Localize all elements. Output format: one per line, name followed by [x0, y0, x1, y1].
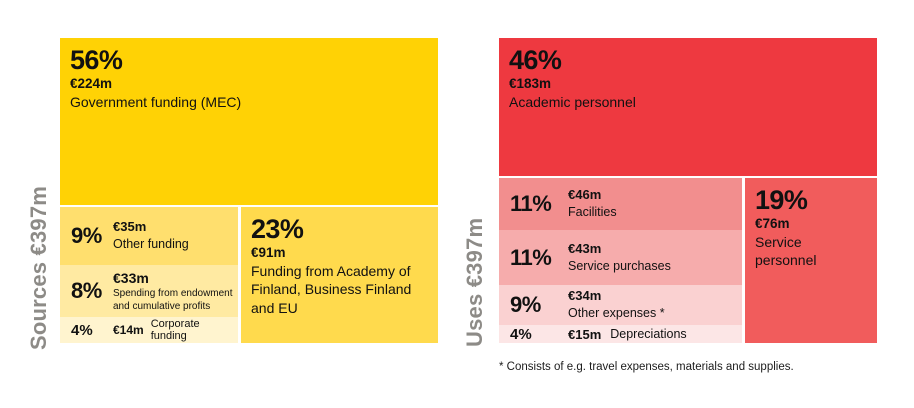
- category-label: Corporate funding: [150, 318, 200, 342]
- percent-value: 11%: [510, 244, 552, 270]
- category-label: Service purchases: [568, 258, 671, 273]
- percent-value: 8%: [71, 278, 102, 303]
- amount-value: €33m: [113, 269, 149, 286]
- cell-academic-personnel: 46% €183m Academic personnel: [499, 38, 877, 176]
- category-label: Other expenses *: [568, 306, 665, 321]
- category-label: Facilities: [568, 205, 617, 220]
- category-label: Other funding: [113, 237, 189, 252]
- percent-value: 56%: [70, 45, 123, 75]
- cell-service-personnel: 19% €76m Service personnel: [745, 178, 877, 343]
- uses-axis-label: Uses €397m: [462, 217, 487, 347]
- cell-government-funding: 56% €224m Government funding (MEC): [60, 38, 438, 205]
- cell-academy-funding: 23% €91m Funding from Academy of Finland…: [241, 207, 438, 343]
- percent-value: 9%: [510, 292, 541, 317]
- percent-value: 9%: [71, 223, 102, 248]
- amount-value: €15m: [568, 326, 602, 342]
- sources-axis-label: Sources €397m: [26, 185, 51, 350]
- cell-other-funding: 9% €35m Other funding: [60, 207, 238, 265]
- cell-facilities: 11% €46m Facilities: [499, 178, 742, 230]
- category-label: Government funding (MEC): [70, 93, 242, 110]
- footnote: * Consists of e.g. travel expenses, mate…: [499, 361, 794, 373]
- cell-corporate-funding: 4% €14m Corporate funding: [60, 317, 238, 343]
- percent-value: 19%: [755, 185, 808, 215]
- category-label: Funding from Academy of Finland, Busines…: [251, 262, 412, 316]
- category-label: Academic personnel: [509, 93, 636, 110]
- percent-value: 46%: [509, 45, 562, 75]
- category-label: Depreciations: [610, 327, 687, 341]
- percent-value: 4%: [71, 321, 93, 339]
- percent-value: 4%: [510, 325, 532, 343]
- category-label: Spending from endowment and cumulative p…: [113, 288, 233, 313]
- cell-other-expenses: 9% €34m Other expenses *: [499, 285, 742, 325]
- cell-endowment-spending: 8% €33m Spending from endowment and cumu…: [60, 265, 238, 317]
- amount-value: €43m: [568, 240, 602, 256]
- amount-value: €34m: [568, 288, 602, 304]
- amount-value: €46m: [568, 187, 602, 203]
- amount-value: €183m: [509, 76, 552, 92]
- amount-value: €224m: [70, 76, 113, 92]
- percent-value: 11%: [510, 191, 552, 216]
- amount-value: €35m: [113, 219, 147, 235]
- uses-treemap: 46% €183m Academic personnel 11% €46m Fa…: [499, 38, 877, 343]
- percent-value: 23%: [251, 214, 304, 244]
- amount-value: €76m: [755, 216, 790, 232]
- cell-depreciations: 4% €15m Depreciations: [499, 325, 742, 343]
- amount-value: €91m: [251, 245, 286, 261]
- category-label: Service personnel: [755, 233, 817, 269]
- sources-treemap: 56% €224m Government funding (MEC) 9% €3…: [60, 38, 438, 343]
- cell-service-purchases: 11% €43m Service purchases: [499, 230, 742, 285]
- amount-value: €14m: [113, 323, 144, 337]
